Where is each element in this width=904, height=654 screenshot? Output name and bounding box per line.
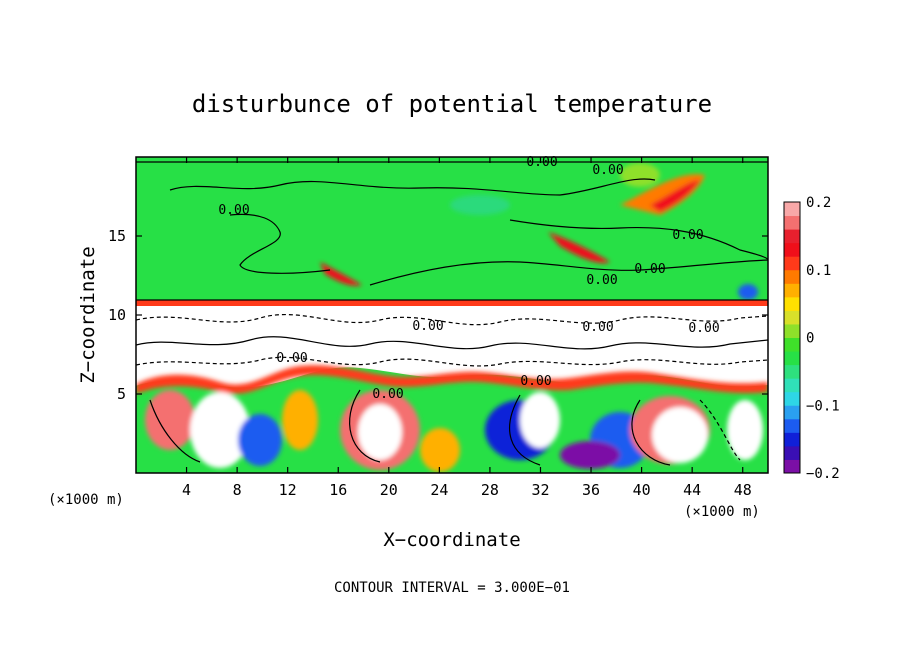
contour-label: 0.00 [218, 203, 249, 218]
y-axis-label: Z−coordinate [77, 246, 99, 383]
x-unit-right: (×1000 m) [684, 504, 760, 520]
colorbar-swatch [784, 296, 800, 311]
x-tick-label: 48 [734, 481, 752, 499]
colorbar-tick-label: −0.1 [806, 398, 840, 414]
colorbar-swatch [784, 432, 800, 447]
contour-label: 0.00 [634, 262, 665, 277]
colorbar-tick-label: −0.2 [806, 466, 840, 482]
x-tick-label: 24 [430, 481, 448, 499]
colorbar-swatch [784, 323, 800, 338]
x-tick-label: 28 [481, 481, 499, 499]
x-tick-label: 8 [233, 481, 242, 499]
colorbar-swatch [784, 418, 800, 433]
contour-label: 0.00 [672, 228, 703, 243]
x-tick-label: 12 [279, 481, 297, 499]
colorbar-swatch [784, 351, 800, 366]
colorbar-tick-label: 0.1 [806, 263, 831, 279]
colorbar-swatch [784, 445, 800, 460]
y-tick-label: 5 [117, 385, 126, 403]
heatmap-field [136, 157, 768, 473]
contour-label: 0.00 [586, 273, 617, 288]
colorbar-tick-label: 0.2 [806, 195, 831, 211]
colorbar-swatch [784, 364, 800, 379]
y-axis: 5 10 15 [108, 227, 768, 403]
contour-label: 0.00 [276, 351, 307, 366]
colorbar-swatch [784, 269, 800, 284]
colorbar-swatch [784, 310, 800, 325]
x-tick-label: 40 [633, 481, 651, 499]
x-tick-label: 36 [582, 481, 600, 499]
colorbar: 0.2 0.1 0 −0.1 −0.2 [783, 195, 840, 482]
colorbar-swatch [784, 242, 800, 257]
x-axis-label: X−coordinate [383, 529, 520, 551]
colorbar-swatch [784, 378, 800, 393]
colorbar-swatch [784, 405, 800, 420]
colorbar-swatch [784, 215, 800, 230]
x-tick-label: 20 [380, 481, 398, 499]
contour-lines [136, 161, 768, 466]
contour-label: 0.00 [592, 163, 623, 178]
contour-label: 0.00 [688, 321, 719, 336]
chart-title: disturbunce of potential temperature [192, 90, 712, 118]
x-axis: 4 8 12 16 20 24 28 32 36 40 44 48 [182, 157, 752, 499]
contour-label: 0.00 [520, 374, 551, 389]
y-tick-label: 10 [108, 306, 126, 324]
x-unit-left: (×1000 m) [48, 492, 124, 508]
colorbar-swatch [784, 202, 800, 217]
colorbar-swatch [784, 459, 800, 474]
x-tick-label: 32 [531, 481, 549, 499]
contour-label-group: 0.00 0.00 0.00 0.00 0.00 0.00 0.00 0.00 … [218, 155, 719, 402]
contour-label: 0.00 [412, 319, 443, 334]
colorbar-tick-label: 0 [806, 331, 814, 347]
contour-label: 0.00 [526, 155, 557, 170]
colorbar-frame [783, 201, 801, 474]
y-tick-label: 15 [108, 227, 126, 245]
colorbar-swatch [784, 256, 800, 271]
colorbar-swatch [784, 229, 800, 244]
x-tick-label: 16 [329, 481, 347, 499]
x-tick-label: 4 [182, 481, 191, 499]
colorbar-swatch [784, 391, 800, 406]
contour-interval-text: CONTOUR INTERVAL = 3.000E−01 [334, 580, 570, 596]
contour-label: 0.00 [372, 387, 403, 402]
contour-label: 0.00 [582, 320, 613, 335]
colorbar-swatch [784, 283, 800, 298]
x-tick-label: 44 [683, 481, 701, 499]
colorbar-swatch [784, 337, 800, 352]
